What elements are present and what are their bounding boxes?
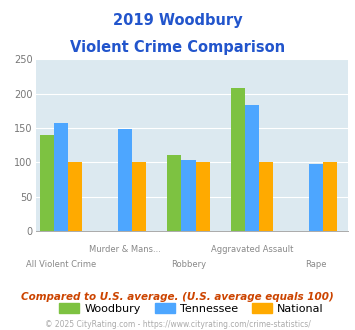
Text: Rape: Rape [305,260,327,269]
Text: Aggravated Assault: Aggravated Assault [211,245,294,254]
Bar [54,122,68,231]
Bar [118,129,132,231]
Legend: Woodbury, Tennessee, National: Woodbury, Tennessee, National [55,298,328,318]
Bar [323,162,337,231]
Bar [132,162,146,231]
Text: Violent Crime Comparison: Violent Crime Comparison [70,40,285,54]
Bar [40,135,54,231]
Text: Compared to U.S. average. (U.S. average equals 100): Compared to U.S. average. (U.S. average … [21,292,334,302]
Bar [231,88,245,231]
Text: Murder & Mans...: Murder & Mans... [89,245,161,254]
Bar [309,164,323,231]
Text: 2019 Woodbury: 2019 Woodbury [113,13,242,28]
Bar [181,160,196,231]
Bar [168,155,181,231]
Bar [196,162,209,231]
Bar [68,162,82,231]
Text: Robbery: Robbery [171,260,206,269]
Text: All Violent Crime: All Violent Crime [26,260,96,269]
Bar [245,105,259,231]
Bar [259,162,273,231]
Text: © 2025 CityRating.com - https://www.cityrating.com/crime-statistics/: © 2025 CityRating.com - https://www.city… [45,320,310,329]
